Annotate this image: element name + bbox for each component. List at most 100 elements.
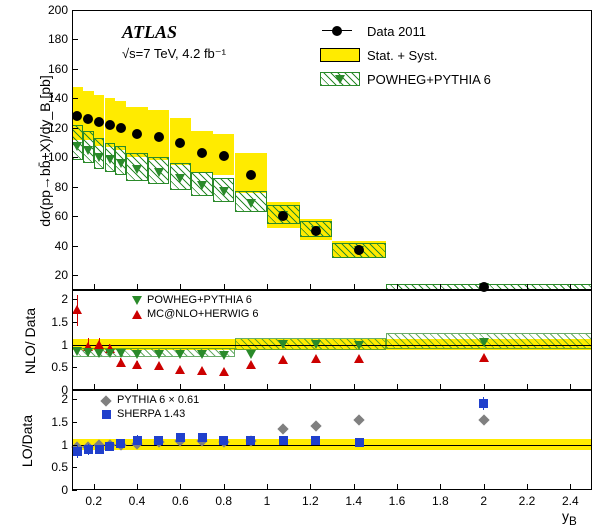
tick — [310, 384, 311, 390]
tick — [137, 284, 138, 290]
sherpa-point — [154, 436, 163, 445]
data-point — [219, 151, 229, 161]
mcnlo-point — [175, 365, 185, 374]
main-ytick: 20 — [55, 268, 68, 282]
main-ytick: 40 — [55, 239, 68, 253]
xtick: 0.4 — [127, 494, 147, 508]
mcnlo-point — [116, 358, 126, 367]
ratio-ytick: 0 — [61, 483, 68, 497]
mcnlo-point — [246, 360, 256, 369]
tick — [72, 345, 77, 346]
tick — [484, 484, 485, 490]
xtick: 1.8 — [430, 494, 450, 508]
mcnlo-point — [94, 340, 104, 349]
xtick: 1.2 — [300, 494, 320, 508]
xtick: 1.6 — [387, 494, 407, 508]
mcnlo-point — [278, 355, 288, 364]
tick — [440, 384, 441, 390]
tick — [224, 284, 225, 290]
sherpa-point — [84, 445, 93, 454]
ratio-ytick: 1.5 — [51, 315, 68, 329]
tick — [72, 157, 78, 158]
tick — [137, 384, 138, 390]
sherpa-point — [246, 436, 255, 445]
mcnlo-point — [132, 360, 142, 369]
nlo-powheg-point — [175, 350, 185, 359]
ratio-ytick: 1 — [61, 438, 68, 452]
ratio-ytick: 0.5 — [51, 460, 68, 474]
main-ytick: 180 — [48, 32, 68, 46]
nlo-leg-text: POWHEG+PYTHIA 6 — [147, 294, 252, 306]
powheg-point — [154, 168, 164, 177]
tick — [570, 284, 571, 290]
tick — [72, 216, 78, 217]
tick — [72, 10, 78, 11]
xtick: 2.4 — [560, 494, 580, 508]
xtick: 0.8 — [214, 494, 234, 508]
tick — [72, 69, 78, 70]
tick — [72, 390, 77, 391]
nlo-powheg-point — [94, 349, 104, 358]
nlo-leg-text: MC@NLO+HERWIG 6 — [147, 308, 259, 320]
powheg-point — [246, 199, 256, 208]
powheg-point — [175, 174, 185, 183]
mcnlo-point — [479, 353, 489, 362]
data-point — [105, 120, 115, 130]
tick — [310, 484, 311, 490]
sherpa-point — [219, 436, 228, 445]
tick — [484, 384, 485, 390]
xtick: 2 — [474, 494, 494, 508]
lo-ylabel: LO/Data — [19, 406, 35, 476]
tick — [94, 284, 95, 290]
nlo-powheg-point — [479, 338, 489, 347]
tick — [267, 384, 268, 390]
sherpa-point — [311, 436, 320, 445]
sherpa-point — [133, 436, 142, 445]
ratio-ytick: 1 — [61, 338, 68, 352]
nlo-powheg-point — [197, 350, 207, 359]
legend-text: Stat. + Syst. — [367, 48, 437, 63]
legend-text: Data 2011 — [367, 24, 426, 39]
tick — [72, 367, 77, 368]
xtick: 0.6 — [170, 494, 190, 508]
legend-text: POWHEG+PYTHIA 6 — [367, 72, 491, 87]
sherpa-point — [279, 436, 288, 445]
nlo-powheg-point — [246, 350, 256, 359]
ratio-ytick: 1.5 — [51, 415, 68, 429]
sherpa-point — [105, 442, 114, 451]
tick — [72, 467, 77, 468]
mcnlo-point — [311, 354, 321, 363]
powheg-band — [386, 284, 592, 290]
nlo-powheg-point — [278, 340, 288, 349]
main-ytick: 200 — [48, 3, 68, 17]
tick — [354, 384, 355, 390]
tick — [310, 284, 311, 290]
tick — [180, 384, 181, 390]
lo-leg-text: PYTHIA 6 × 0.61 — [117, 394, 199, 406]
sherpa-point — [355, 438, 364, 447]
tick — [440, 284, 441, 290]
legend-line — [322, 30, 352, 31]
atlas-label: ATLAS — [122, 22, 177, 43]
powheg-point — [219, 187, 229, 196]
xtick: 2.2 — [517, 494, 537, 508]
ratio-ytick: 0.5 — [51, 360, 68, 374]
main-ytick: 60 — [55, 209, 68, 223]
energy-label: √s=7 TeV, 4.2 fb⁻¹ — [122, 46, 226, 62]
data-point — [246, 170, 256, 180]
nlo-powheg-point — [83, 348, 93, 357]
tick — [267, 484, 268, 490]
tick — [72, 128, 78, 129]
legend-yellow — [320, 48, 360, 62]
main-ytick: 80 — [55, 180, 68, 194]
nlo-powheg-point — [311, 340, 321, 349]
tick — [72, 399, 77, 400]
tick — [527, 484, 528, 490]
sherpa-point — [73, 447, 82, 456]
tick — [72, 39, 78, 40]
tick — [137, 484, 138, 490]
nlo-ylabel: NLO/ Data — [22, 301, 38, 381]
tick — [440, 484, 441, 490]
tick — [397, 284, 398, 290]
tick — [484, 284, 485, 290]
